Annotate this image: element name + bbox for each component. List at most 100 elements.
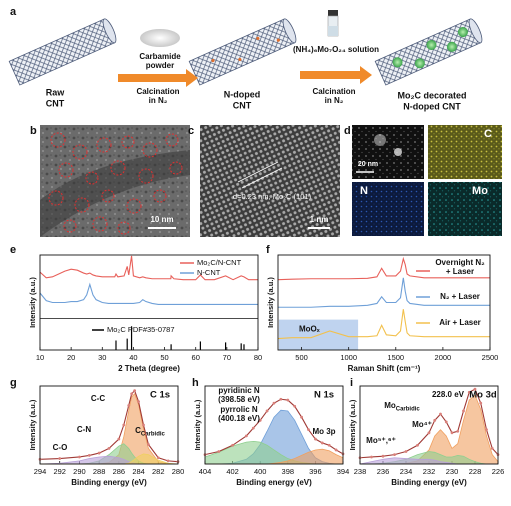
component-area: [205, 449, 343, 464]
schematic-label: Carbamide: [139, 52, 181, 61]
legend-label-box: Air + Laser: [439, 318, 481, 327]
component-label-main: C-O: [53, 443, 68, 452]
series-line: [39, 282, 258, 305]
component-label: CCarbidic: [135, 426, 165, 437]
x-tick-label: 10: [36, 353, 44, 362]
data-point: [272, 401, 276, 405]
x-tick-label: 400: [254, 467, 267, 476]
data-point: [490, 447, 494, 450]
schematic-label: CNT: [233, 100, 252, 110]
x-tick-label: 50: [160, 353, 168, 362]
schematic-label: in N₂: [149, 96, 168, 105]
map-label: N: [360, 185, 368, 197]
legend-label: Mo₂C PDF#35-0787: [107, 325, 175, 334]
data-point: [433, 418, 437, 422]
data-point: [107, 447, 111, 450]
component-label-main: Mo: [384, 401, 396, 410]
x-tick-label: 404: [199, 467, 212, 476]
x-tick-label: 30: [98, 353, 106, 362]
x-tick-label: 500: [295, 353, 308, 362]
component-label-main: C-C: [91, 394, 105, 403]
panel-title: C 1s: [150, 390, 170, 401]
data-point: [293, 404, 297, 408]
plot: 404 402 400 398 396 394 Binding energy (eV) Int…: [193, 385, 349, 487]
x-tick-label: 402: [226, 467, 239, 476]
data-point: [286, 398, 290, 402]
component-label: Mo⁴⁺: [412, 420, 432, 429]
x-axis-label: Binding energy (eV): [391, 478, 467, 487]
y-axis-label: Intensity (a.u.): [28, 277, 37, 328]
data-point: [122, 423, 126, 427]
component-label-main: C: [135, 426, 141, 435]
x-tick-label: 1000: [340, 353, 357, 362]
hrtem-image: [200, 125, 340, 237]
x-tick-label: 1500: [387, 353, 404, 362]
component-label: C-C: [91, 394, 105, 403]
data-point: [265, 409, 269, 413]
panel-label: g: [10, 377, 17, 389]
data-point: [58, 457, 62, 460]
legend-label: N-CNT: [197, 268, 221, 277]
component-area: [205, 410, 343, 464]
x-tick-label: 228: [469, 467, 482, 476]
scale-bar-label: 20 nm: [358, 161, 378, 168]
schematic-label: Raw: [46, 87, 66, 97]
x-tick-label: 2000: [435, 353, 452, 362]
component-label-main: Mo⁴⁺: [412, 420, 432, 429]
legend-label-box: N₂ + Laser: [440, 292, 480, 301]
x-tick-label: 226: [492, 467, 505, 476]
data-point: [370, 455, 373, 459]
x-tick-label: 80: [254, 353, 262, 362]
powder-icon: [140, 29, 180, 47]
component-area: [40, 453, 178, 464]
data-point: [217, 450, 221, 453]
component-label-box: pyridinic N (398.58 eV): [218, 386, 260, 404]
panel-label: a: [10, 6, 17, 18]
schematic-label: Calcination: [312, 87, 355, 96]
x-tick-label: 396: [309, 467, 322, 476]
x-tick-label: 232: [423, 467, 436, 476]
scale-bar-label: 10 nm: [150, 215, 173, 224]
x-tick-label: 236: [377, 467, 390, 476]
y-axis-label: Intensity (a.u.): [28, 399, 37, 450]
region-label: MoOₓ: [299, 325, 320, 334]
component-area: [205, 441, 343, 464]
plot-frame: [359, 385, 499, 465]
plot-frame: [39, 254, 259, 351]
data-point: [314, 437, 317, 441]
schematic-label: N-doped: [224, 89, 261, 99]
panel-label: d: [344, 125, 351, 137]
component-label-main: Mo⁵⁺,⁶⁺: [366, 436, 396, 445]
data-point: [427, 431, 431, 435]
legend-label: Air + Laser: [439, 318, 481, 327]
schematic-label: in N₂: [325, 96, 344, 105]
x-tick-label: 292: [53, 467, 66, 476]
data-point: [473, 387, 477, 391]
data-point: [462, 409, 465, 413]
data-point: [381, 454, 385, 458]
x-tick-label: 40: [129, 353, 137, 362]
panel-label: i: [350, 377, 353, 389]
tem-image: [40, 125, 190, 237]
mo2c-cnt-tube: [374, 18, 483, 86]
x-tick-label: 290: [73, 467, 86, 476]
component-label: MoCarbidic: [384, 401, 420, 412]
schematic-label: Mo₂C decorated: [397, 90, 466, 100]
vial-icon: [327, 10, 339, 37]
panel-label: c: [188, 125, 194, 137]
component-label-main: C-N: [77, 425, 91, 434]
scale-bar-label: 1 nm: [310, 215, 329, 224]
x-tick-label: 2500: [482, 353, 499, 362]
data-point: [444, 420, 448, 424]
data-point: [97, 451, 101, 455]
series-line: [39, 255, 258, 281]
x-tick-label: 284: [132, 467, 145, 476]
plot-frame: [39, 385, 179, 465]
x-tick-label: 238: [354, 467, 367, 476]
x-tick-label: 288: [93, 467, 106, 476]
panel-label: e: [10, 244, 16, 256]
plot: 10 20 30 40 50 60 70 80 2 Theta (degree) Intensit…: [28, 254, 262, 373]
eds-maps: [352, 125, 502, 236]
x-tick-label: 398: [282, 467, 295, 476]
